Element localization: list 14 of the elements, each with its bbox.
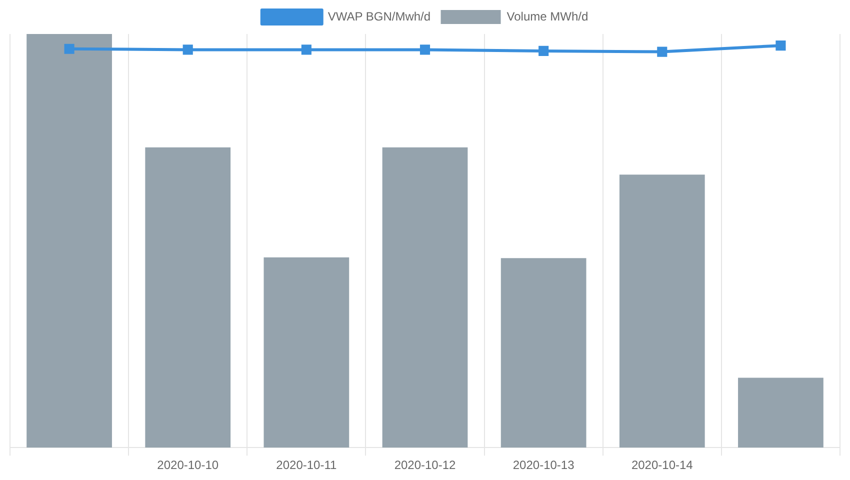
x-tick-label: 2020-10-14: [631, 458, 694, 472]
x-tick-label: 2020-10-11: [276, 458, 337, 472]
bar: [619, 174, 705, 448]
x-tick-label: 2020-10-10: [157, 458, 219, 472]
legend-label: VWAP BGN/Mwh/d: [328, 9, 431, 24]
bar: [26, 34, 112, 448]
bar: [264, 257, 350, 448]
bar: [738, 378, 824, 448]
bar: [382, 147, 468, 448]
legend-label: Volume MWh/d: [506, 9, 588, 24]
x-tick-label: 2020-10-13: [512, 458, 575, 472]
x-tick-label: 2020-10-12: [394, 458, 456, 472]
bar: [145, 147, 231, 448]
bar: [500, 258, 586, 448]
